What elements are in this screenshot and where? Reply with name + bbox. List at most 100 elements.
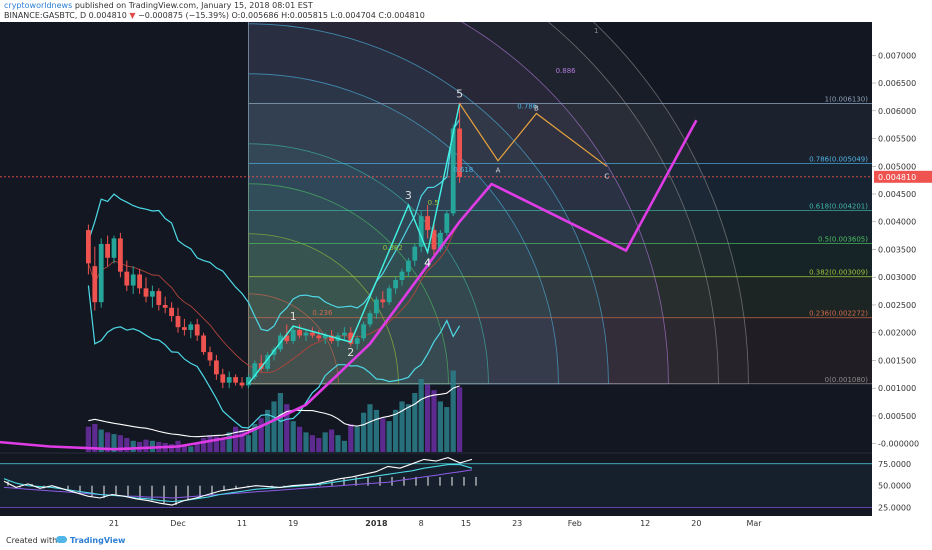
volume-bar: [252, 423, 258, 452]
volume-bar: [233, 426, 239, 452]
tradingview-brand[interactable]: TradingView: [70, 536, 126, 545]
time-tick-label: 8: [419, 519, 424, 528]
volume-bar: [444, 407, 450, 452]
last-price: 0.004810: [88, 11, 127, 20]
fib-zone: [248, 163, 872, 211]
abc-correction-line: [459, 103, 608, 167]
chart-canvas[interactable]: 1(0.006130) 0.786(0.005049) 0.618(0.004201…: [0, 22, 932, 530]
candle-body: [214, 360, 219, 375]
candle-body: [354, 338, 360, 344]
price-tick-label: 0.007000: [878, 51, 916, 60]
volume-bar: [457, 387, 463, 452]
time-tick-label: Dec: [170, 519, 185, 528]
osc-tick-label: 25.0000: [878, 504, 911, 513]
volume-bar: [194, 443, 200, 452]
volume-bar: [188, 446, 194, 452]
candle-body: [150, 291, 155, 297]
volume-bar: [271, 401, 277, 452]
candle-body: [438, 232, 443, 250]
volume-bar: [258, 418, 264, 452]
chart-background: [0, 22, 932, 530]
candle-body: [406, 260, 411, 272]
volume-bar: [111, 434, 117, 452]
candle-body: [143, 288, 149, 297]
volume-bar: [425, 384, 431, 452]
wave-label: 2: [347, 346, 354, 359]
candle-body: [329, 335, 334, 342]
volume-bar: [361, 412, 367, 452]
tradingview-cloud-icon: [56, 536, 67, 543]
fib-fan-label: 0.618: [453, 166, 473, 174]
fib-level-label: 0.5(0.003605): [818, 235, 868, 243]
fib-zone: [248, 210, 872, 244]
down-arrow-icon: ▼: [129, 11, 136, 20]
volume-bar: [373, 409, 379, 452]
volume-bar: [367, 404, 373, 452]
change-value: −0.000875 (−15.39%): [138, 11, 229, 20]
candle-body: [137, 274, 142, 289]
time-tick-label: 15: [461, 519, 471, 528]
volume-bar: [418, 378, 424, 452]
price-tick-label: 0.002000: [878, 329, 916, 338]
volume-bar: [393, 409, 399, 452]
volume-bar: [124, 437, 130, 452]
abc-label: A: [496, 167, 501, 175]
volume-bar: [85, 426, 91, 452]
candle-body: [367, 313, 373, 325]
osc-tick-label: 50.0000: [878, 482, 911, 491]
volume-bar: [143, 439, 149, 452]
price-tick-label: 0.005500: [878, 135, 916, 144]
candle-body: [86, 230, 91, 264]
price-tick-label: 0.003500: [878, 245, 916, 254]
candle-body: [182, 327, 187, 330]
fib-fan-label: 0.382: [383, 244, 403, 252]
fib-zone: [248, 276, 872, 318]
volume-bar: [213, 436, 219, 452]
candle-body: [252, 363, 258, 378]
fib-level-label: 0.786(0.005049): [809, 155, 868, 163]
fib-fan-label: 0.886: [556, 67, 577, 75]
volume-bar: [380, 418, 386, 452]
candle-body: [271, 349, 277, 355]
volume-bar: [226, 432, 232, 452]
fib-level-label: 0.236(0.002272): [809, 310, 868, 318]
candle-body: [425, 216, 430, 231]
candle-body: [105, 243, 110, 258]
time-axis-panel: [0, 516, 932, 530]
author-link[interactable]: cryptoworldnews: [4, 1, 73, 10]
wave-label: 3: [405, 189, 412, 202]
candle-body: [374, 299, 379, 314]
candle-body: [297, 329, 302, 336]
price-tick-label: 0.001000: [878, 384, 916, 393]
fib-fan-arc: [248, 22, 669, 385]
candle-body: [316, 335, 322, 339]
candle-body: [290, 329, 296, 342]
publish-header: cryptoworldnews published on TradingView…: [0, 0, 932, 22]
candle-body: [220, 374, 226, 383]
volume-bar: [322, 432, 328, 452]
osc-band: [0, 463, 872, 508]
wave-label: 4: [424, 256, 431, 269]
candle-body: [156, 291, 162, 305]
candle-body: [284, 335, 290, 342]
candle-body: [412, 246, 418, 261]
price-tick-label: 0.004000: [878, 218, 916, 227]
candle-body: [265, 354, 270, 369]
current-price-badge: [874, 170, 932, 183]
candle-body: [194, 324, 200, 336]
projection-path: [0, 119, 698, 451]
candle-body: [418, 216, 424, 247]
time-tick-label: 20: [691, 519, 701, 528]
candle-body: [431, 230, 437, 250]
candle-body: [188, 324, 194, 330]
osc-white-line: [3, 457, 473, 506]
volume-bar: [92, 423, 98, 452]
candle-body: [258, 363, 264, 369]
bollinger-basis: [87, 222, 460, 374]
volume-bar: [405, 404, 411, 452]
price-tick-label: 0.005000: [878, 162, 916, 171]
elliott-wave-line: [247, 103, 461, 385]
candle-body: [310, 332, 315, 336]
wave-label: 1: [290, 310, 297, 323]
current-price-label: 0.004810: [878, 173, 916, 182]
